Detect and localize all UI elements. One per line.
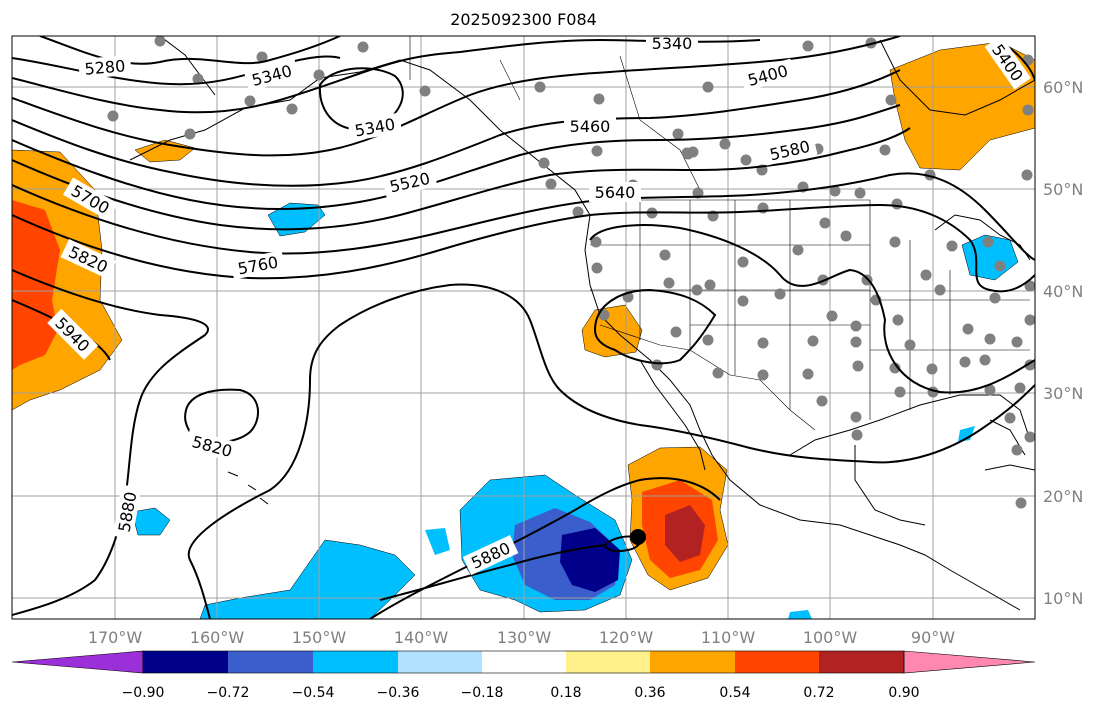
contour-label: 5280 xyxy=(84,56,126,78)
gridlines xyxy=(12,36,1035,619)
colorbar-max-extend xyxy=(903,650,1036,674)
lon-tick-label: 90°W xyxy=(911,628,955,647)
colorbar-ticks: −0.90 −0.72 −0.54 −0.36 −0.18 0.18 0.36 … xyxy=(122,685,920,701)
colorbar-tick-label: −0.72 xyxy=(207,685,250,701)
contour-label: 5340 xyxy=(652,34,693,53)
lat-tick-label: 20°N xyxy=(1043,487,1083,506)
lat-tick-label: 10°N xyxy=(1043,589,1083,608)
colorbar: −0.90 −0.72 −0.54 −0.36 −0.18 0.18 0.36 … xyxy=(11,650,1036,701)
colorbar-bin xyxy=(228,651,313,673)
height-contours xyxy=(12,36,1035,619)
lon-tick-label: 170°W xyxy=(88,628,143,647)
colorbar-tick-label: 0.72 xyxy=(803,685,834,701)
lon-tick-label: 110°W xyxy=(701,628,756,647)
lon-tick-label: 150°W xyxy=(292,628,347,647)
contour-label: 5460 xyxy=(570,117,611,136)
latitude-axis: 60°N 50°N 40°N 30°N 20°N 10°N xyxy=(1043,78,1083,608)
contour-label: 5640 xyxy=(595,183,636,202)
colorbar-tick-label: 0.54 xyxy=(719,685,750,701)
warm-anomaly-canada xyxy=(889,41,1035,171)
colorbar-bin xyxy=(398,651,482,673)
longitude-axis: 170°W 160°W 150°W 140°W 130°W 120°W 110°… xyxy=(88,628,955,647)
lat-tick-label: 60°N xyxy=(1043,78,1083,97)
map-frame xyxy=(11,35,1036,620)
warm-anomaly-west-core xyxy=(12,200,60,370)
colorbar-bin xyxy=(735,651,819,673)
colorbar-tick-label: −0.18 xyxy=(461,685,504,701)
colorbar-bin xyxy=(650,651,735,673)
lat-tick-label: 50°N xyxy=(1043,180,1083,199)
lat-tick-label: 30°N xyxy=(1043,384,1083,403)
lat-tick-label: 40°N xyxy=(1043,282,1083,301)
map-area xyxy=(12,36,1035,619)
lon-tick-label: 140°W xyxy=(394,628,449,647)
colorbar-bin xyxy=(143,651,228,673)
colorbar-bin xyxy=(482,651,566,673)
colorbar-tick-label: 0.90 xyxy=(888,685,919,701)
lon-tick-label: 100°W xyxy=(803,628,858,647)
colorbar-tick-label: −0.90 xyxy=(122,685,165,701)
cold-anomaly-southwest xyxy=(199,539,416,619)
lon-tick-label: 160°W xyxy=(190,628,245,647)
colorbar-bin xyxy=(566,651,650,673)
colorbar-bin xyxy=(819,651,904,673)
colorbar-tick-label: −0.36 xyxy=(377,685,420,701)
lon-tick-label: 120°W xyxy=(599,628,654,647)
colorbar-tick-label: 0.36 xyxy=(634,685,665,701)
colorbar-tick-label: 0.18 xyxy=(550,685,581,701)
colorbar-min-extend xyxy=(11,650,144,674)
colorbar-bin xyxy=(313,651,398,673)
storm-center-marker xyxy=(630,529,646,545)
colorbar-tick-label: −0.54 xyxy=(292,685,335,701)
coastlines xyxy=(129,36,1035,611)
lon-tick-label: 130°W xyxy=(497,628,552,647)
map-title: 2025092300 F084 xyxy=(450,10,597,29)
